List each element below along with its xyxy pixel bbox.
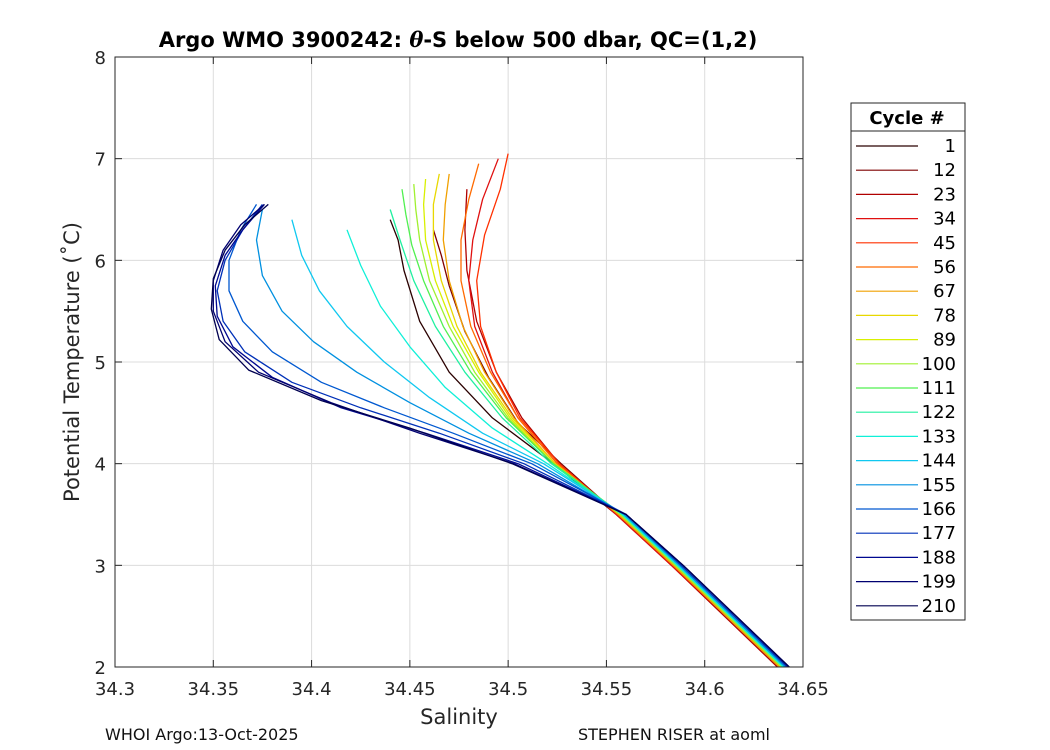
legend-label: 144 xyxy=(922,451,956,472)
legend-label: 166 xyxy=(922,499,956,520)
legend-label: 89 xyxy=(933,330,956,351)
legend-label: 78 xyxy=(933,305,956,326)
chart-title-suffix: -S below 500 dbar, QC=(1,2) xyxy=(423,28,757,52)
legend-label: 122 xyxy=(922,402,956,423)
legend-label: 133 xyxy=(922,426,956,447)
y-tick-label: 4 xyxy=(95,455,106,476)
chart-title-theta: θ xyxy=(409,27,423,52)
legend-label: 67 xyxy=(933,281,956,302)
x-tick-label: 34.35 xyxy=(188,679,240,700)
legend-label: 23 xyxy=(933,184,956,205)
y-tick-label: 5 xyxy=(95,353,106,374)
legend-label: 34 xyxy=(933,209,956,230)
y-tick-label: 8 xyxy=(95,48,106,69)
footer-pi: STEPHEN RISER at aoml xyxy=(578,725,770,744)
legend-label: 111 xyxy=(922,378,956,399)
series-line-cycle-100 xyxy=(413,184,782,668)
series-line-cycle-133 xyxy=(346,229,784,668)
y-tick-label: 2 xyxy=(95,658,106,679)
legend-label: 155 xyxy=(922,475,956,496)
legend-label: 56 xyxy=(933,257,956,278)
legend-title: Cycle # xyxy=(869,108,944,129)
legend-label: 45 xyxy=(933,233,956,254)
y-axis-label: Potential Temperature (˚C) xyxy=(60,222,84,502)
legend-entries: 1 12 23 34 45 56 67 78 89 100 111 122 133 144 155 166 17… xyxy=(856,136,956,617)
series-line-cycle-210 xyxy=(210,203,790,668)
legend-label: 1 xyxy=(945,136,956,157)
x-tick-label: 34.5 xyxy=(488,679,528,700)
legend-label: 210 xyxy=(922,596,956,617)
x-tick-label: 34.55 xyxy=(581,679,633,700)
x-tick-label: 34.6 xyxy=(685,679,725,700)
series-line-cycle-67 xyxy=(442,173,780,668)
tick-labels: 34.3 34.35 34.4 34.45 34.5 34.55 34.6 34.65 2 3 4 5… xyxy=(95,48,829,700)
chart-title: Argo WMO 3900242: θ-S below 500 dbar, QC… xyxy=(159,27,758,52)
y-tick-label: 6 xyxy=(95,251,106,272)
series-lines xyxy=(210,153,790,668)
legend-label: 177 xyxy=(922,523,956,544)
x-tick-label: 34.45 xyxy=(384,679,436,700)
series-line-cycle-177 xyxy=(216,204,788,668)
legend-label: 188 xyxy=(922,547,956,568)
x-tick-label: 34.4 xyxy=(292,679,332,700)
legend-label: 199 xyxy=(922,572,956,593)
legend-box xyxy=(850,102,966,621)
legend-label: 100 xyxy=(922,354,956,375)
footer-credit: WHOI Argo:13-Oct-2025 xyxy=(105,725,299,744)
series-line-cycle-34 xyxy=(468,158,780,668)
chart-title-prefix: Argo WMO 3900242: xyxy=(159,28,410,52)
x-axis-label: Salinity xyxy=(420,705,498,729)
y-tick-label: 7 xyxy=(95,150,106,171)
series-line-cycle-155 xyxy=(255,209,786,668)
legend: Cycle # 1 12 23 34 45 56 67 78 89 100 111 122 133 144… xyxy=(850,102,966,621)
x-tick-label: 34.3 xyxy=(95,679,135,700)
x-tick-label: 34.65 xyxy=(777,679,829,700)
y-tick-label: 3 xyxy=(95,556,106,577)
legend-label: 12 xyxy=(933,160,956,181)
tick-marks xyxy=(114,56,804,668)
